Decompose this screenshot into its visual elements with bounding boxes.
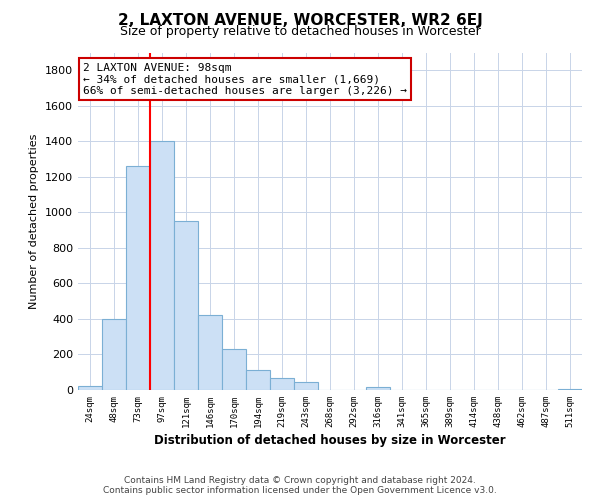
- Bar: [558, 389, 582, 390]
- Text: 2, LAXTON AVENUE, WORCESTER, WR2 6EJ: 2, LAXTON AVENUE, WORCESTER, WR2 6EJ: [118, 12, 482, 28]
- Y-axis label: Number of detached properties: Number of detached properties: [29, 134, 40, 309]
- Bar: [294, 382, 318, 390]
- Bar: [174, 221, 198, 390]
- Bar: [246, 370, 270, 390]
- Bar: [366, 388, 390, 390]
- Text: 2 LAXTON AVENUE: 98sqm
← 34% of detached houses are smaller (1,669)
66% of semi-: 2 LAXTON AVENUE: 98sqm ← 34% of detached…: [83, 62, 407, 96]
- Bar: [270, 378, 294, 390]
- Bar: [150, 142, 174, 390]
- Bar: [78, 386, 102, 390]
- Bar: [102, 319, 126, 390]
- X-axis label: Distribution of detached houses by size in Worcester: Distribution of detached houses by size …: [154, 434, 506, 447]
- Text: Contains HM Land Registry data © Crown copyright and database right 2024.
Contai: Contains HM Land Registry data © Crown c…: [103, 476, 497, 495]
- Bar: [222, 349, 246, 390]
- Bar: [198, 314, 222, 390]
- Bar: [126, 166, 150, 390]
- Text: Size of property relative to detached houses in Worcester: Size of property relative to detached ho…: [119, 25, 481, 38]
